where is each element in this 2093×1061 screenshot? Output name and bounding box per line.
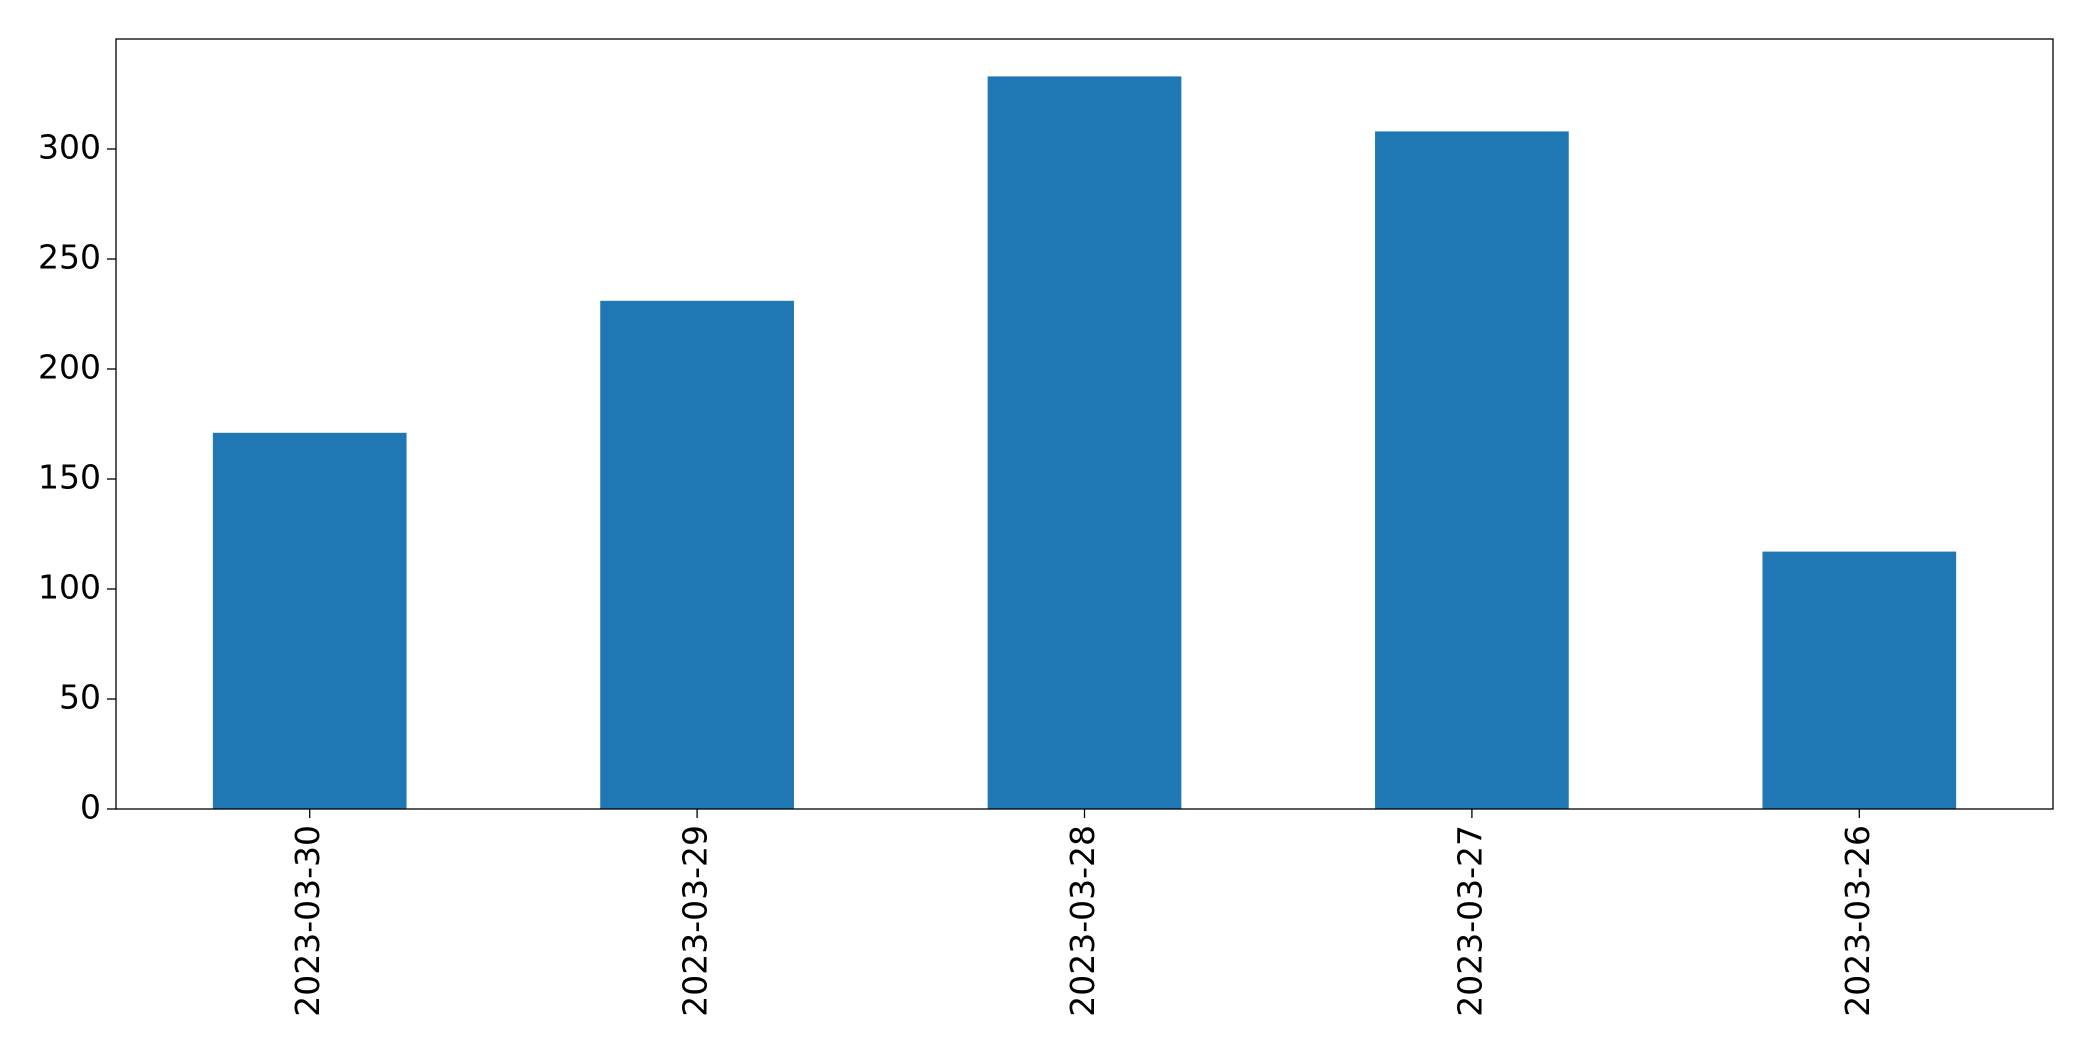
bar xyxy=(600,300,794,809)
y-tick-label: 250 xyxy=(38,238,101,277)
y-tick-label: 0 xyxy=(80,788,101,827)
y-tick-label: 150 xyxy=(38,458,101,497)
x-tick-label: 2023-03-28 xyxy=(1063,825,1102,1017)
y-tick-label: 200 xyxy=(38,348,101,387)
bar xyxy=(1375,131,1569,809)
y-tick-label: 300 xyxy=(38,128,101,167)
x-tick-label: 2023-03-26 xyxy=(1838,825,1877,1017)
x-tick-label: 2023-03-29 xyxy=(676,825,715,1017)
bar xyxy=(987,76,1182,809)
bar xyxy=(212,432,407,809)
x-tick-label: 2023-03-30 xyxy=(288,825,327,1017)
axes-frame xyxy=(115,38,2054,810)
y-tick-label: 100 xyxy=(38,568,101,607)
x-tick-label: 2023-03-27 xyxy=(1450,825,1489,1017)
bar xyxy=(1762,551,1957,809)
y-tick-label: 50 xyxy=(59,678,101,717)
